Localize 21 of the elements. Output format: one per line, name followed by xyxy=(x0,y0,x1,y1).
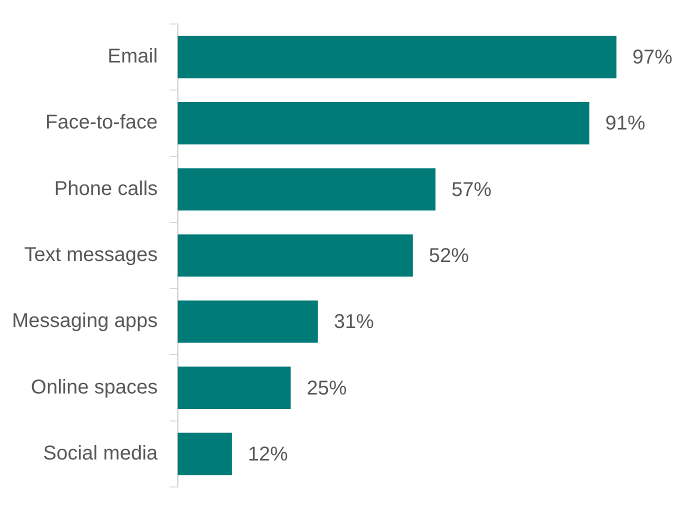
data-label: 97% xyxy=(632,46,673,69)
y-tick-label: Face-to-face xyxy=(45,112,158,134)
bar xyxy=(178,366,291,409)
y-tick-label: Social media xyxy=(43,442,159,464)
bar xyxy=(178,234,413,277)
data-label: 25% xyxy=(306,377,347,400)
data-label: 31% xyxy=(334,311,374,334)
bar xyxy=(178,300,318,343)
data-label: 91% xyxy=(605,112,646,135)
bar xyxy=(178,36,616,78)
y-tick-label: Online spaces xyxy=(30,376,158,398)
y-tick-label: Phone calls xyxy=(54,178,158,200)
data-label: 52% xyxy=(428,245,470,268)
data-label: 57% xyxy=(451,178,492,201)
y-tick-label: Messaging apps xyxy=(12,310,158,332)
bar xyxy=(178,432,232,476)
data-label: 12% xyxy=(248,443,288,466)
y-tick-label: Email xyxy=(108,46,158,68)
bar xyxy=(178,168,436,211)
bar xyxy=(178,102,590,144)
y-tick-label: Text messages xyxy=(24,244,158,266)
